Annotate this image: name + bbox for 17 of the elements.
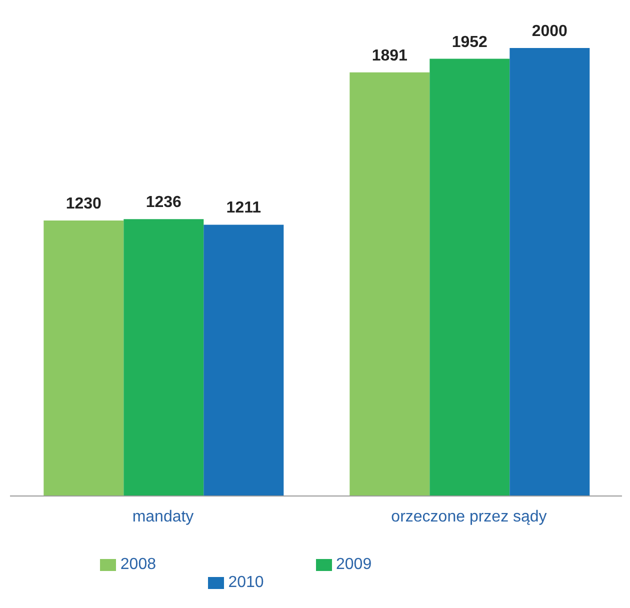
x-tick-label: mandaty [132, 508, 194, 526]
data-label: 1211 [226, 200, 262, 217]
bar [44, 220, 124, 496]
bar [124, 219, 204, 496]
legend-label: 2008 [120, 556, 156, 573]
legend-label: 2010 [228, 574, 264, 591]
bar [350, 72, 430, 496]
bar [510, 48, 590, 496]
data-label: 1236 [146, 194, 182, 212]
data-label: 1230 [66, 195, 102, 212]
x-tick-label: orzeczone przez sądy [391, 508, 547, 526]
data-label: 2000 [532, 23, 568, 40]
legend-label: 2009 [336, 556, 372, 573]
bar [204, 224, 284, 496]
bar [430, 58, 510, 496]
data-label: 1891 [372, 47, 408, 64]
data-label: 1952 [452, 34, 488, 51]
